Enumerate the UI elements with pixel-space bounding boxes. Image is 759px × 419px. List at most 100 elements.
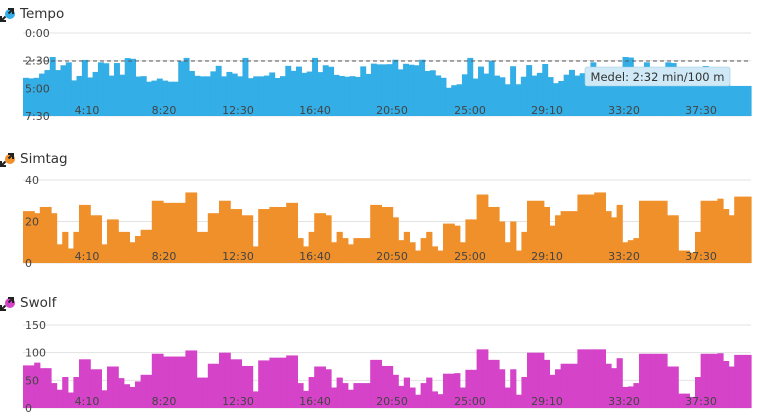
bar bbox=[112, 366, 119, 408]
bar bbox=[467, 57, 474, 116]
bar bbox=[588, 194, 595, 263]
bar bbox=[611, 217, 618, 263]
y-tick-label: 0 bbox=[25, 402, 32, 415]
bar bbox=[713, 75, 720, 116]
bar bbox=[734, 196, 741, 263]
x-tick-label: 33:20 bbox=[608, 104, 640, 117]
x-tick-label: 16:40 bbox=[299, 395, 331, 408]
bar bbox=[303, 390, 310, 408]
bar bbox=[672, 215, 679, 263]
bar bbox=[365, 73, 372, 116]
bar bbox=[194, 75, 201, 116]
expand-icon[interactable] bbox=[0, 153, 14, 167]
bar bbox=[633, 78, 640, 116]
bar bbox=[585, 71, 592, 116]
bar bbox=[717, 198, 724, 263]
bar bbox=[555, 369, 562, 408]
bar bbox=[590, 62, 597, 116]
bar bbox=[419, 59, 426, 116]
bar bbox=[527, 200, 534, 263]
bar bbox=[499, 77, 506, 116]
bar bbox=[472, 78, 479, 116]
bar bbox=[231, 73, 238, 116]
bar bbox=[706, 353, 713, 408]
bar bbox=[129, 242, 136, 263]
bar bbox=[476, 194, 483, 263]
bar bbox=[465, 369, 472, 408]
bar bbox=[174, 356, 181, 408]
bar bbox=[84, 359, 91, 408]
bar bbox=[95, 215, 102, 263]
bar bbox=[215, 65, 222, 116]
bar bbox=[745, 354, 752, 408]
bar bbox=[627, 240, 634, 263]
bar bbox=[665, 62, 672, 116]
bar bbox=[279, 76, 286, 116]
bar bbox=[183, 57, 190, 116]
bar bbox=[605, 211, 612, 264]
bar bbox=[325, 215, 332, 263]
bar bbox=[56, 244, 63, 264]
bar bbox=[560, 211, 567, 264]
bar bbox=[103, 63, 110, 116]
bar bbox=[360, 66, 367, 116]
bar bbox=[724, 84, 731, 116]
x-tick-label: 8:20 bbox=[152, 395, 177, 408]
bar bbox=[718, 72, 725, 116]
bar bbox=[370, 63, 377, 116]
bar bbox=[654, 81, 661, 116]
bar bbox=[644, 353, 651, 408]
bar bbox=[172, 81, 179, 116]
bar bbox=[413, 65, 420, 116]
bar bbox=[344, 76, 351, 116]
bar bbox=[333, 74, 340, 116]
bar bbox=[471, 369, 478, 408]
bar bbox=[336, 231, 343, 264]
bar bbox=[661, 200, 668, 263]
bar bbox=[140, 76, 147, 116]
bar bbox=[676, 74, 683, 116]
bar bbox=[112, 219, 119, 263]
bar bbox=[119, 74, 126, 116]
bar bbox=[435, 75, 442, 116]
bar bbox=[129, 386, 136, 408]
bar bbox=[655, 200, 662, 263]
bar bbox=[429, 70, 436, 116]
bar bbox=[424, 71, 431, 116]
expand-icon[interactable] bbox=[0, 297, 14, 311]
bar bbox=[622, 56, 629, 116]
bar bbox=[454, 373, 461, 408]
bar bbox=[328, 66, 335, 116]
bar bbox=[381, 365, 388, 408]
bar bbox=[583, 349, 590, 408]
bar bbox=[156, 78, 163, 116]
x-tick-label: 29:10 bbox=[531, 395, 563, 408]
bar bbox=[123, 384, 130, 408]
bar bbox=[107, 366, 114, 408]
average-tooltip-label: Medel: 2:32 min/100 m bbox=[591, 70, 725, 84]
bar bbox=[531, 75, 538, 116]
bar bbox=[415, 250, 422, 263]
y-tick-label: 150 bbox=[25, 319, 46, 332]
expand-icon[interactable] bbox=[0, 8, 14, 22]
tempo-title: Tempo bbox=[5, 6, 64, 22]
bar bbox=[308, 377, 315, 408]
bar bbox=[210, 71, 217, 116]
bar bbox=[493, 359, 500, 408]
x-tick-label: 33:20 bbox=[608, 250, 640, 263]
bar bbox=[207, 213, 214, 263]
bar bbox=[415, 394, 422, 408]
bar bbox=[157, 200, 164, 263]
bar bbox=[322, 65, 329, 116]
bar bbox=[387, 64, 393, 116]
bar bbox=[482, 349, 489, 408]
x-tick-label: 4:10 bbox=[75, 250, 100, 263]
bar bbox=[633, 238, 640, 263]
bar bbox=[317, 72, 324, 116]
bar bbox=[431, 391, 438, 408]
bar bbox=[488, 60, 495, 116]
bar bbox=[711, 200, 718, 263]
bar bbox=[163, 356, 170, 408]
bar bbox=[723, 360, 730, 408]
bar bbox=[678, 393, 685, 408]
